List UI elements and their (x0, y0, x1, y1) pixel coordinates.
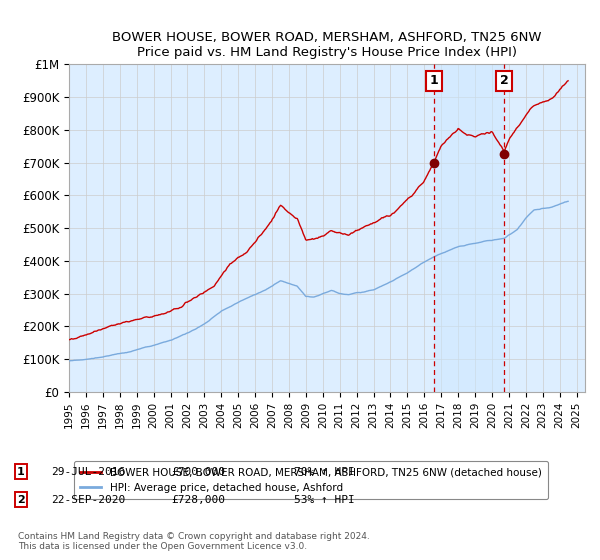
Text: £700,000: £700,000 (171, 466, 225, 477)
Text: 70% ↑ HPI: 70% ↑ HPI (294, 466, 355, 477)
Title: BOWER HOUSE, BOWER ROAD, MERSHAM, ASHFORD, TN25 6NW
Price paid vs. HM Land Regis: BOWER HOUSE, BOWER ROAD, MERSHAM, ASHFOR… (112, 31, 542, 59)
Text: Contains HM Land Registry data © Crown copyright and database right 2024.
This d: Contains HM Land Registry data © Crown c… (18, 532, 370, 551)
Text: 2: 2 (500, 74, 509, 87)
Text: 22-SEP-2020: 22-SEP-2020 (51, 494, 125, 505)
Text: 53% ↑ HPI: 53% ↑ HPI (294, 494, 355, 505)
Bar (434, 64, 505, 392)
Text: 1: 1 (17, 466, 25, 477)
Text: £728,000: £728,000 (171, 494, 225, 505)
Text: 2: 2 (17, 494, 25, 505)
Legend: BOWER HOUSE, BOWER ROAD, MERSHAM, ASHFORD, TN25 6NW (detached house), HPI: Avera: BOWER HOUSE, BOWER ROAD, MERSHAM, ASHFOR… (74, 461, 548, 499)
Text: 1: 1 (430, 74, 438, 87)
Text: 29-JUL-2016: 29-JUL-2016 (51, 466, 125, 477)
